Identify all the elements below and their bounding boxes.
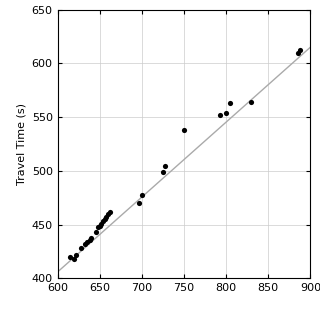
- Point: [68, 254, 73, 260]
- Point: [106, 211, 111, 216]
- Point: [228, 100, 233, 106]
- Point: [93, 230, 98, 235]
- Point: [82, 241, 87, 246]
- Point: [218, 112, 223, 117]
- Point: [72, 257, 77, 262]
- Point: [249, 100, 254, 105]
- Point: [295, 50, 300, 55]
- Point: [181, 127, 187, 132]
- Point: [97, 223, 102, 228]
- Point: [89, 235, 94, 240]
- Point: [160, 169, 165, 174]
- Point: [102, 217, 107, 222]
- Point: [95, 224, 100, 229]
- Point: [100, 219, 106, 224]
- Point: [139, 192, 144, 197]
- Point: [99, 221, 104, 226]
- Point: [298, 48, 303, 53]
- Point: [107, 209, 112, 214]
- Y-axis label: Travel Time (s): Travel Time (s): [16, 103, 26, 185]
- Point: [84, 239, 90, 244]
- Point: [137, 201, 142, 206]
- Point: [163, 163, 168, 168]
- Point: [104, 214, 109, 220]
- Point: [74, 252, 79, 257]
- Point: [87, 237, 92, 242]
- Point: [79, 246, 84, 251]
- Point: [224, 110, 229, 116]
